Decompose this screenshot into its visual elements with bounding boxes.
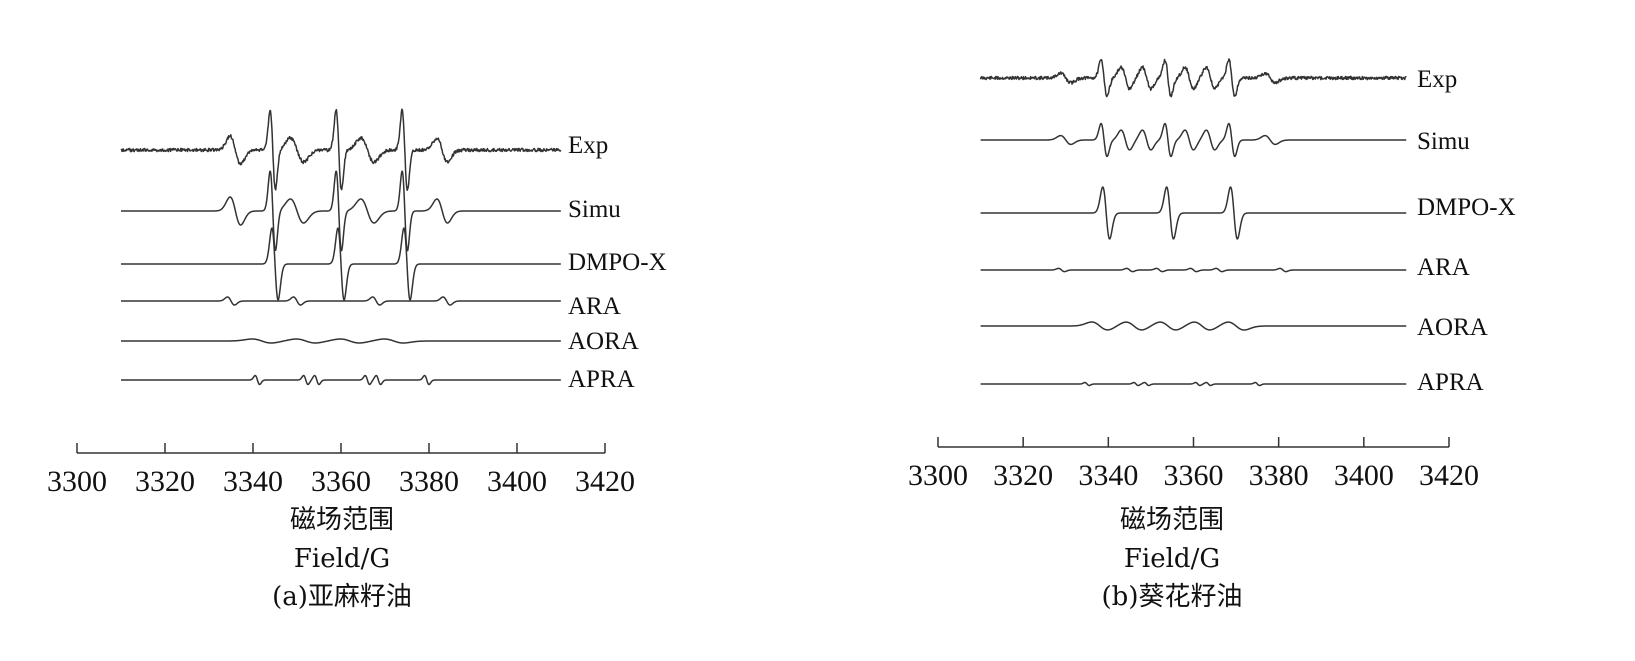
series-label: DMPO-X [568,249,667,276]
series-label: ARA [1417,254,1470,281]
x-axis-title: Field/G [1124,544,1220,574]
x-tick-label: 3360 [1164,459,1224,492]
x-tick-label: 3420 [575,465,635,498]
series-label: AORA [568,328,639,355]
trace-apra [120,374,562,386]
x-axis-title-cn: 磁场范围 [1120,505,1224,535]
panel-caption: (a)亚麻籽油 [272,582,412,612]
series-label: ARA [568,293,621,320]
panel-a-linseed-oil: 3300 3320 3340 3360 3380 3400 3420 磁场范围 Field/G (… [47,108,667,612]
trace-apra [980,381,1407,387]
x-axis-title-cn: 磁场范围 [290,505,394,535]
trace-dmpo-x [120,227,562,301]
x-tick-label: 3340 [223,465,283,498]
series-label: Simu [1417,128,1470,155]
x-tick-label: 3420 [1419,459,1479,492]
trace-ara [980,267,1407,273]
x-tick-label: 3400 [487,465,547,498]
trace-aora [980,321,1407,331]
series-label: AORA [1417,314,1488,341]
series-label: Exp [1417,66,1457,93]
trace-exp [979,58,1407,98]
series-label: APRA [1417,369,1484,396]
x-tick-label: 3320 [135,465,195,498]
x-tick-label: 3320 [993,459,1053,492]
panel-b-sunflower-oil: 3300 3320 3340 3360 3380 3400 3420 磁场范围 Field/G (… [908,58,1516,612]
series-label: DMPO-X [1417,194,1516,221]
x-tick-label: 3360 [311,465,371,498]
trace-simu [980,122,1407,158]
trace-ara [120,296,562,306]
x-axis-title: Field/G [294,544,390,574]
series-label: APRA [568,366,635,393]
panel-caption: (b)葵花籽油 [1102,582,1243,612]
trace-aora [120,338,562,344]
series-label: Simu [568,196,621,223]
x-tick-label: 3400 [1334,459,1394,492]
x-tick-label: 3380 [399,465,459,498]
x-tick-label: 3300 [47,465,107,498]
series-label: Exp [568,132,608,159]
trace-dmpo-x [980,186,1407,240]
trace-exp [120,108,562,192]
x-tick-label: 3380 [1249,459,1309,492]
x-tick-label: 3300 [908,459,968,492]
x-tick-label: 3340 [1078,459,1138,492]
